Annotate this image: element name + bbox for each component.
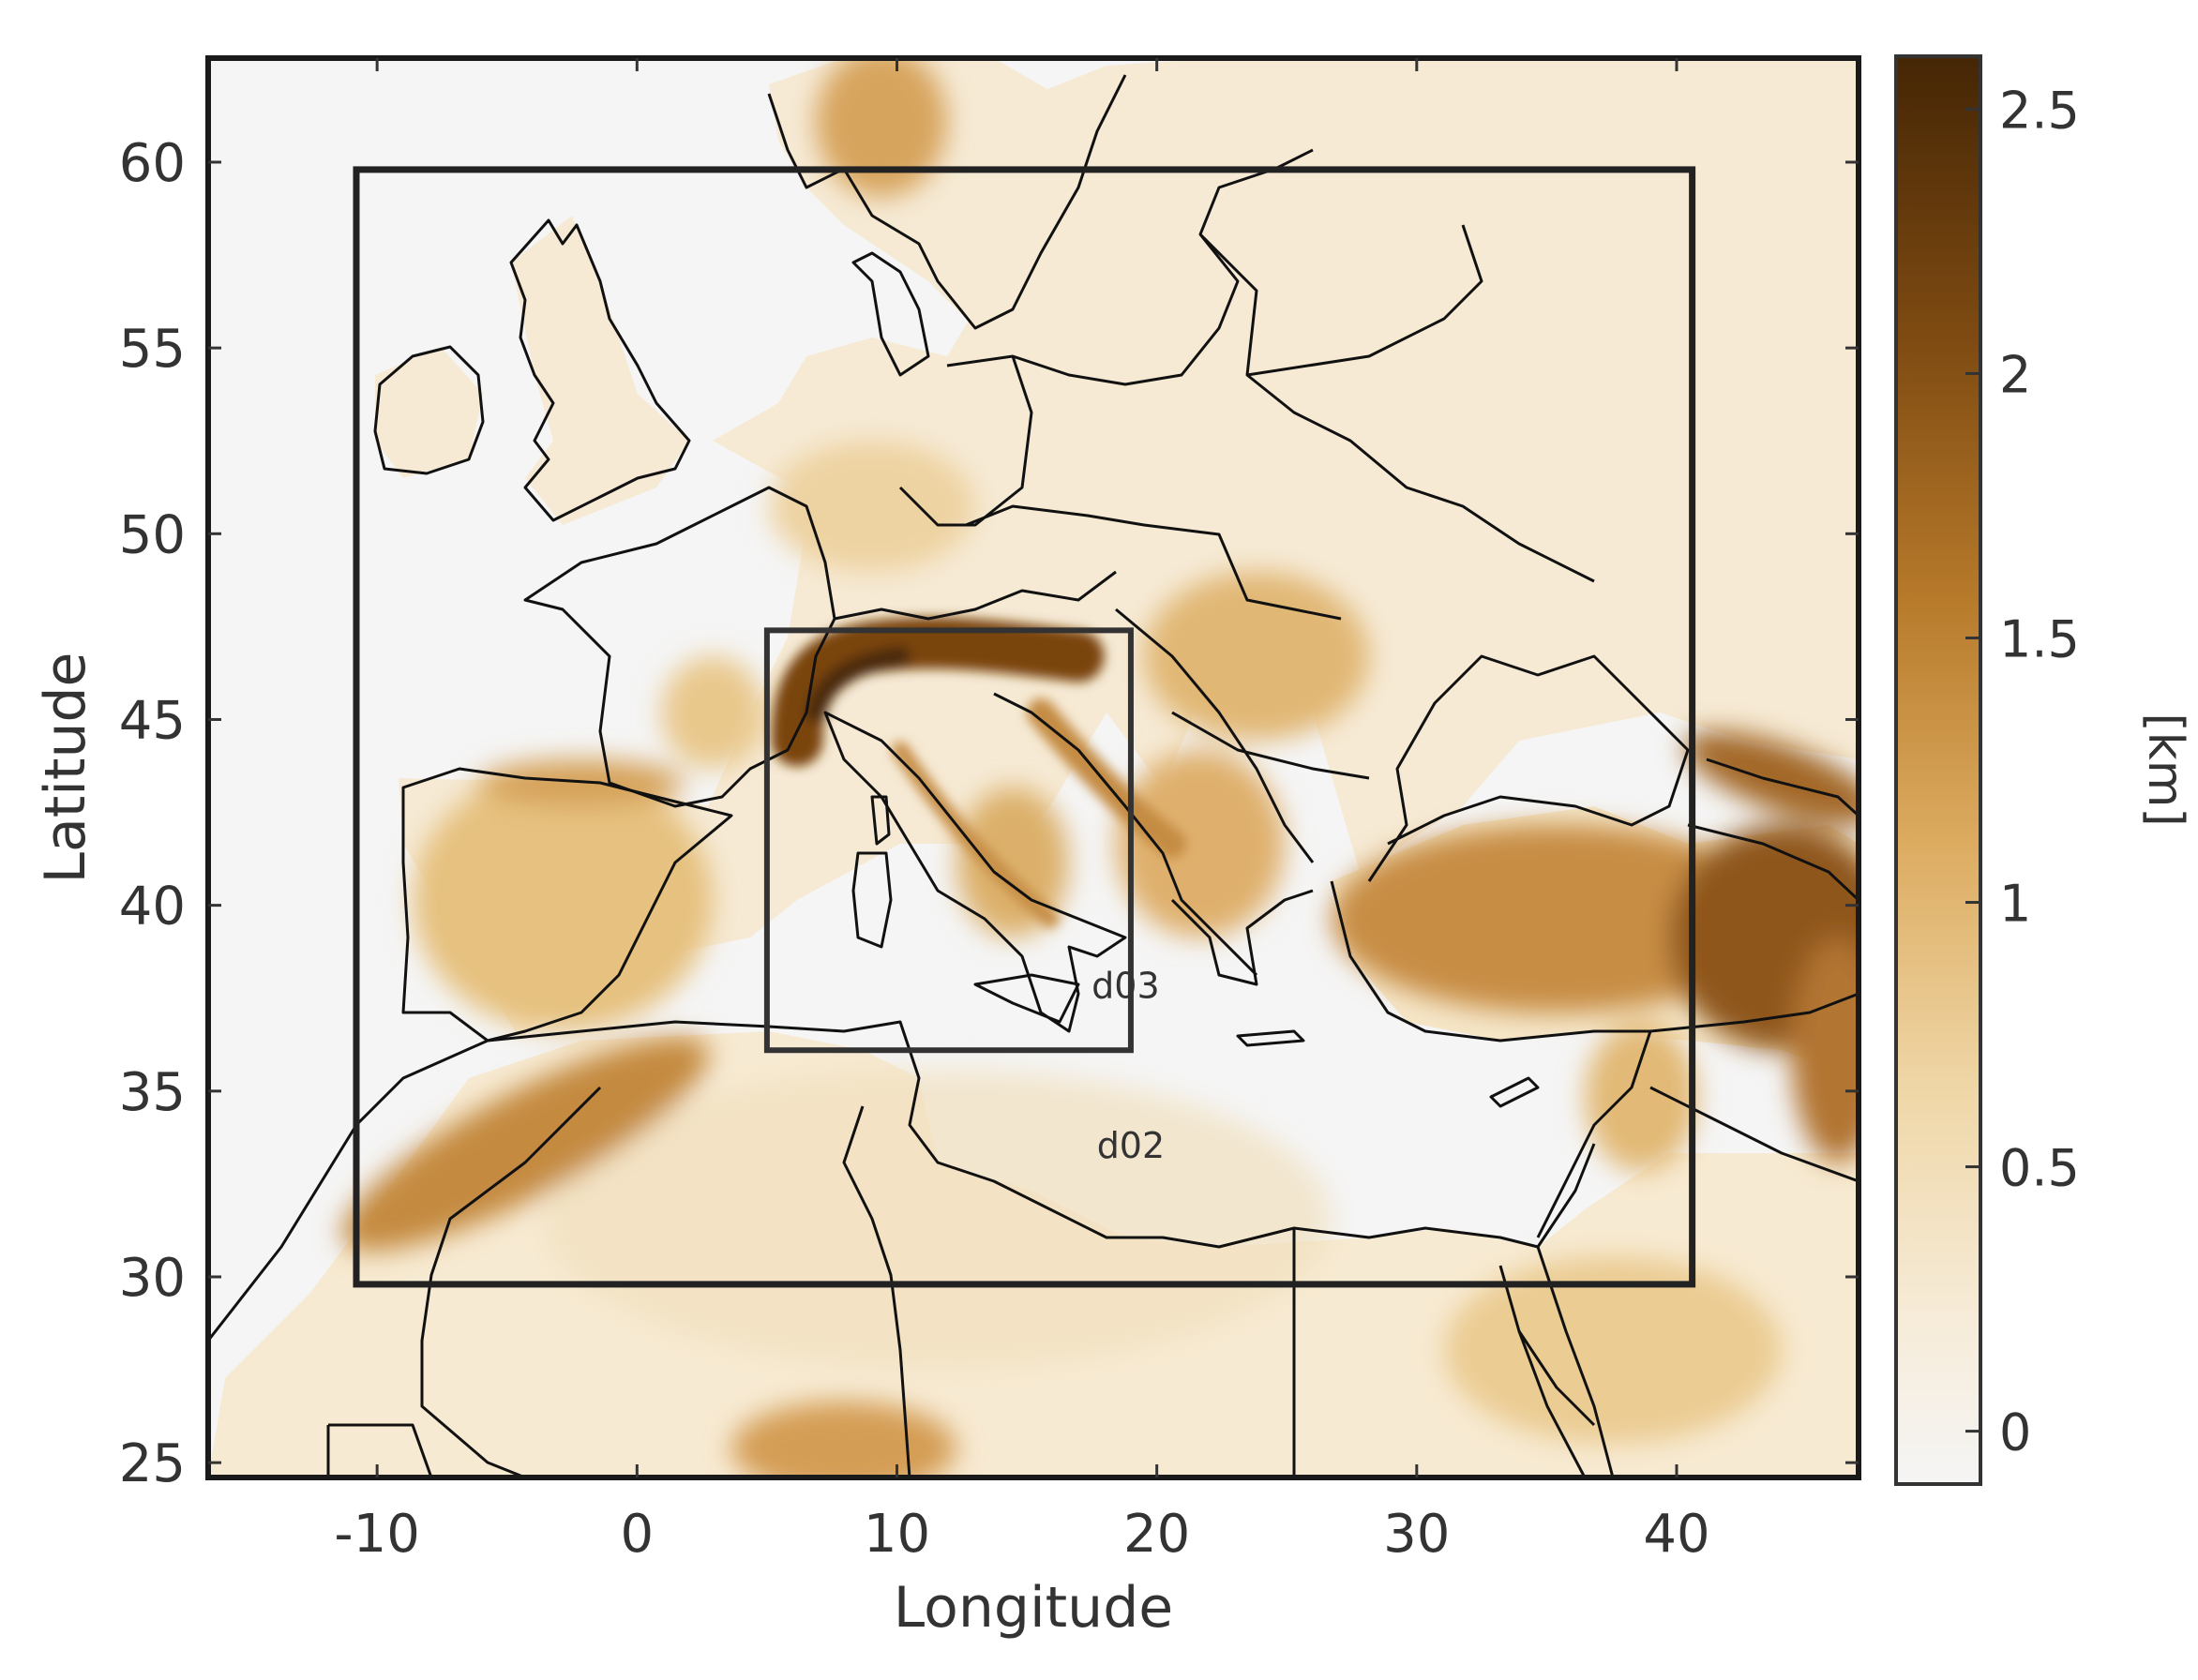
caucasus-border (1687, 823, 1859, 902)
east-border-1 (1198, 232, 1595, 583)
y-tick-label: 30 (119, 1248, 186, 1309)
colorbar-tick-label: 2.5 (1999, 81, 2080, 140)
scandinavia-coastline (767, 74, 1127, 330)
x-tick-label: 30 (1383, 1504, 1450, 1565)
colorbar-tick-label: 1 (1999, 875, 2031, 934)
africa-border-4 (1536, 1246, 1615, 1478)
y-tick-label: 40 (119, 877, 186, 938)
middle-east-border-2 (1649, 1086, 1859, 1183)
sahara-east-relief (1444, 1256, 1782, 1444)
nile-delta-coast (1498, 1265, 1596, 1427)
y-axis-ticks: 25 30 35 40 45 50 55 60 (119, 133, 1859, 1494)
y-tick-label: 45 (119, 690, 186, 751)
x-tick-label: 0 (621, 1504, 655, 1565)
cyprus-coastline (1489, 1076, 1540, 1108)
africa-border-2 (420, 1086, 602, 1478)
black-sea-coastline (1367, 654, 1690, 882)
colorbar-bar (1894, 54, 1982, 1486)
colorbar-tick-label: 2 (1999, 345, 2031, 404)
iberia-coastline (401, 767, 733, 1042)
balkan-border-2 (1171, 711, 1370, 780)
middle-east-border-1 (1594, 992, 1859, 1033)
central-border-3 (834, 570, 1117, 621)
alps-core (805, 646, 911, 723)
jutland-coastline (851, 251, 930, 377)
africa-border-1 (842, 1105, 911, 1478)
domain-label-d02: d02 (1097, 1125, 1165, 1166)
sahara-plateau (544, 1069, 1332, 1369)
y-axis-label: Latitude (33, 652, 98, 884)
central-massif (661, 656, 764, 769)
y-tick-label: 60 (119, 133, 186, 194)
y-tick-label: 55 (119, 319, 186, 380)
german-uplands (769, 441, 975, 572)
domain-label-d03: d03 (1091, 966, 1159, 1007)
coastlines-and-borders (208, 74, 1859, 1478)
x-tick-label: -10 (334, 1504, 419, 1565)
sicily-coastline (973, 973, 1080, 1024)
caspian-edge (1706, 758, 1859, 818)
y-tick-label: 35 (119, 1062, 186, 1123)
levant-relief (1585, 1022, 1697, 1172)
x-tick-label: 20 (1123, 1504, 1190, 1565)
alps-range (771, 617, 1105, 767)
colorbar-ticks: 0 0.5 1 1.5 2 2.5 (1965, 81, 2080, 1462)
iberia-meseta (413, 769, 713, 1031)
africa-border-5 (326, 1423, 433, 1478)
corsica-coastline (870, 795, 891, 846)
colorbar-tick-label: 0.5 (1999, 1139, 2080, 1198)
domain-box-d03 (763, 627, 1134, 1054)
crete-coastline (1236, 1029, 1305, 1047)
x-tick-label: 40 (1643, 1504, 1709, 1565)
colorbar-tick-label: 0 (1999, 1403, 2031, 1462)
domain-box-d02 (353, 166, 1696, 1288)
baltic-coastline (946, 148, 1314, 386)
anatolia-plateau (1332, 825, 1782, 1012)
x-axis-label: Longitude (894, 1575, 1173, 1641)
colorbar: 0 0.5 1 1.5 2 2.5 [km] (1894, 54, 2193, 1486)
saharan-highland (731, 1402, 956, 1478)
ireland-coastline (373, 345, 485, 475)
x-tick-label: 10 (864, 1504, 930, 1565)
red-sea-coast (1517, 1330, 1587, 1478)
france-coastline (523, 486, 836, 808)
terrain-relief (341, 58, 1859, 1478)
central-border-1 (898, 355, 1033, 527)
ireland-land-fill (375, 347, 483, 478)
y-tick-label: 25 (119, 1433, 186, 1494)
greece-coastline (1170, 889, 1314, 986)
scandes (816, 58, 947, 197)
caucasus (1683, 731, 1859, 825)
y-tick-label: 50 (119, 504, 186, 565)
atlas-range (341, 1036, 709, 1252)
zagros-relief (1791, 938, 1859, 1162)
adriatic-coastline (993, 692, 1258, 977)
central-border-2 (965, 504, 1342, 621)
colorbar-tick-label: 1.5 (1999, 609, 2080, 668)
balkan-relief (1116, 750, 1285, 938)
colorbar-label: [km] (2137, 712, 2193, 826)
map-frame (205, 55, 1861, 1480)
britain-land-fill (511, 216, 689, 525)
europe-land-fill (399, 58, 1859, 1041)
sardinia-coastline (851, 851, 893, 949)
x-axis-ticks: -10 0 10 20 30 40 (334, 58, 1710, 1565)
africa-north-coastline (208, 1020, 1596, 1342)
map-area (208, 58, 1859, 1478)
domain-boxes: d02 d03 (353, 166, 1696, 1288)
east-border-2 (1246, 224, 1483, 377)
balkan-border-1 (1115, 608, 1315, 863)
britain-coastline (509, 218, 691, 522)
italy-coastline (823, 711, 1127, 1033)
